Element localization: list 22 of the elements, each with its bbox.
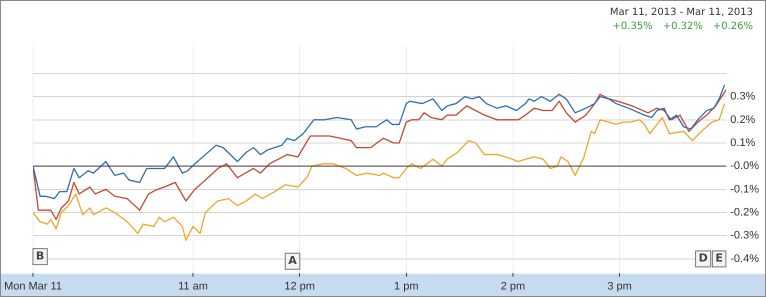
annotation: D bbox=[698, 252, 708, 265]
text: +0.26% bbox=[712, 21, 753, 32]
y-tick-label: -0.2% bbox=[730, 206, 760, 219]
x-tick-label: 11 am bbox=[178, 280, 208, 292]
annotation: E bbox=[715, 252, 723, 265]
annotation: B bbox=[36, 249, 44, 262]
text: +0.35% bbox=[612, 21, 653, 32]
x-tick-label: 1 pm bbox=[394, 280, 419, 292]
text: +0.32% bbox=[662, 21, 703, 32]
y-tick-label: 0.2% bbox=[730, 114, 756, 126]
y-tick-label: -0.3% bbox=[730, 230, 760, 242]
x-tick-label: Mon Mar 11 bbox=[4, 280, 62, 292]
x-tick-label: 3 pm bbox=[607, 280, 632, 292]
y-tick-label: 0.1% bbox=[730, 137, 756, 150]
x-tick-label: 2 pm bbox=[500, 280, 526, 292]
text: Mar 11, 2013 - Mar 11, 2013 bbox=[608, 7, 753, 18]
x-tick-label: 12 pm bbox=[284, 280, 315, 292]
y-tick-label: -0.4% bbox=[730, 252, 760, 265]
y-tick-label: -0.1% bbox=[730, 183, 760, 196]
annotation: A bbox=[288, 254, 298, 268]
y-tick-label: -0.0% bbox=[730, 160, 760, 172]
y-tick-label: 0.3% bbox=[730, 90, 756, 103]
